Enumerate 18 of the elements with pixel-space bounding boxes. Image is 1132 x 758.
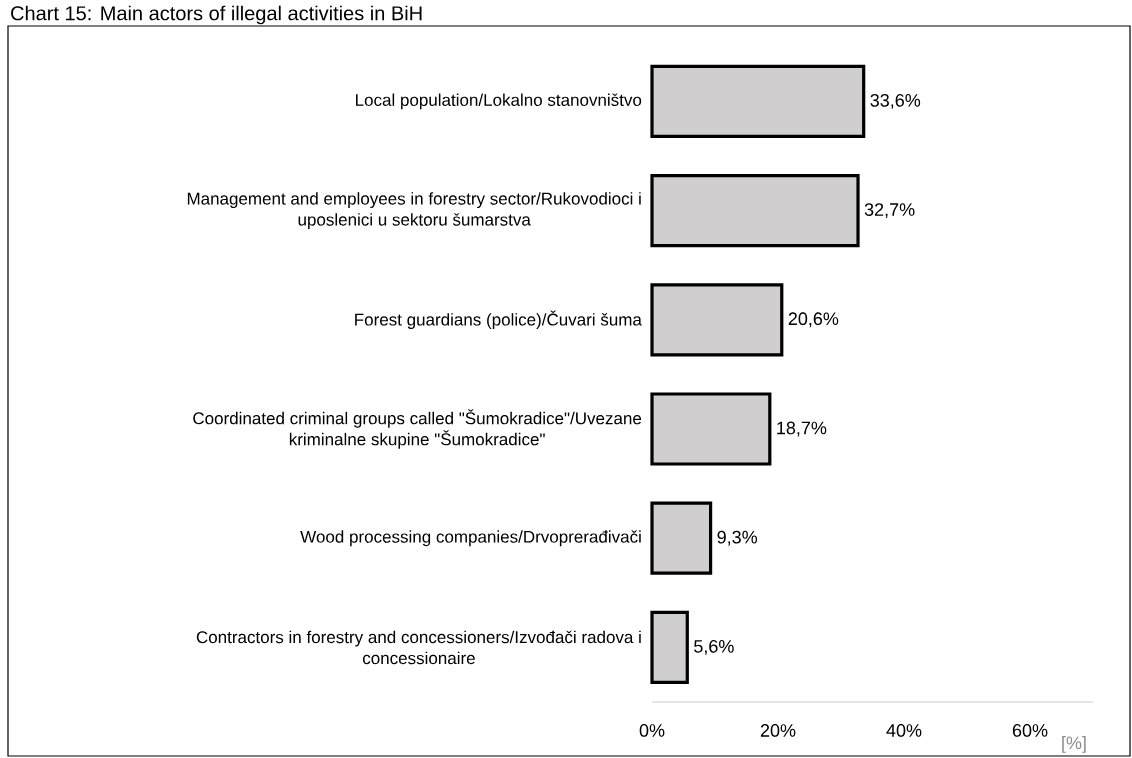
data-label: 5,6%: [694, 639, 734, 655]
y-tick-label: Wood processing companies/Drvoprerađivači: [300, 530, 641, 546]
data-label: 20,6%: [788, 312, 839, 327]
x-tick-label: 0%: [639, 723, 665, 737]
y-tick-label: Contractors in forestry and concessioners/Izvođači radova i concessionaire: [196, 630, 641, 664]
y-tick-label: Forest guardians (police)/Čuvari šuma: [355, 310, 642, 329]
data-label: 9,3%: [717, 530, 758, 546]
y-tick-label: Coordinated criminal groups called "Šumokradice"/Uvezane kriminalne skupine "Šumokradice": [193, 409, 642, 449]
x-tick-label: 60%: [1012, 723, 1048, 737]
y-tick-label: Local population/Lokalno stanovništvo: [356, 93, 642, 110]
x-tick-label: 40%: [886, 723, 922, 737]
data-label: 33,6%: [870, 93, 921, 109]
data-label: 32,7%: [864, 202, 915, 218]
x-tick-label: 20%: [760, 723, 796, 737]
text: Chart 15: Main actors of illegal activities in BiH: [11, 5, 422, 25]
y-tick-label: Management and employees in forestry sector/Rukovodioci i uposlenici u sektoru šumarstva: [187, 191, 641, 229]
data-label: 18,7%: [777, 421, 827, 437]
x-axis-title: [%]: [1062, 735, 1086, 753]
